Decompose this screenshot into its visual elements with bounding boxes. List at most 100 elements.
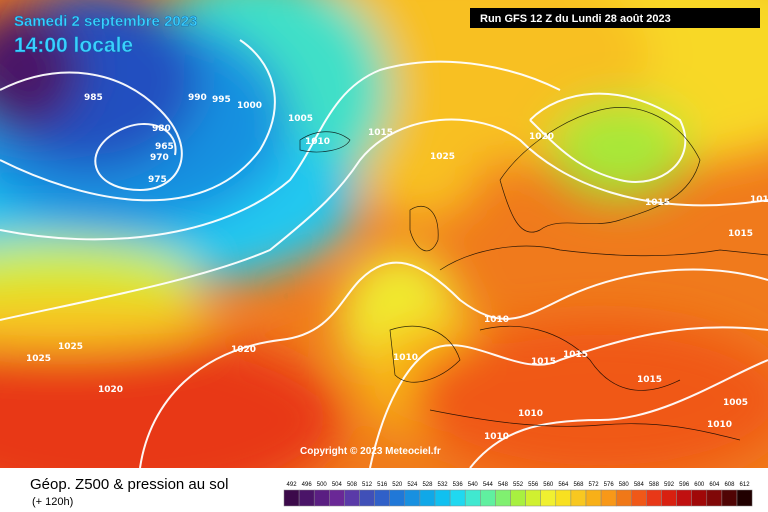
scale-label: 552 xyxy=(513,482,524,488)
isobar-label: 1010 xyxy=(484,432,509,442)
color-swatch xyxy=(434,489,451,507)
color-swatch xyxy=(661,489,677,507)
color-swatch xyxy=(676,489,692,507)
isobar-label: 1025 xyxy=(58,342,83,352)
map-time: 14:00 locale xyxy=(14,34,133,57)
scale-label: 528 xyxy=(422,482,433,488)
isobar-label: 1025 xyxy=(430,152,455,162)
scale-label: 564 xyxy=(558,482,569,488)
scale-label: 508 xyxy=(347,482,358,488)
scale-label: 576 xyxy=(604,482,615,488)
color-swatch xyxy=(329,489,345,507)
scale-label: 600 xyxy=(694,482,705,488)
color-swatch xyxy=(691,489,708,507)
scale-label: 596 xyxy=(679,482,690,488)
scale-label: 504 xyxy=(332,482,343,488)
color-swatch xyxy=(313,489,330,507)
color-swatch xyxy=(389,489,406,507)
color-swatch xyxy=(736,489,753,507)
run-info: Run GFS 12 Z du Lundi 28 août 2023 xyxy=(480,13,671,25)
scale-label: 612 xyxy=(740,482,751,488)
scale-label: 608 xyxy=(724,482,735,488)
isobar-label: 1005 xyxy=(723,398,748,408)
isobar-label: 1000 xyxy=(237,101,262,111)
scale-label: 580 xyxy=(619,482,630,488)
scale-label: 512 xyxy=(362,482,373,488)
color-swatch xyxy=(585,489,602,507)
isobar-label: 990 xyxy=(188,93,207,103)
scale-label: 572 xyxy=(589,482,600,488)
color-swatch xyxy=(283,489,300,507)
scale-label: 548 xyxy=(498,482,509,488)
color-swatch xyxy=(298,489,315,507)
scale-label: 532 xyxy=(438,482,449,488)
scale-label: 544 xyxy=(483,482,494,488)
color-swatch xyxy=(525,489,541,507)
isobar-label: 1010 xyxy=(518,409,543,419)
isobar-label: 1010 xyxy=(707,420,732,430)
color-swatch xyxy=(540,489,557,507)
isobar-label: 1015 xyxy=(750,195,768,205)
isobar-label: 1015 xyxy=(368,128,393,138)
color-swatch xyxy=(449,489,466,507)
scale-label: 524 xyxy=(407,482,418,488)
scale-label: 540 xyxy=(468,482,479,488)
isobar-label: 1020 xyxy=(231,345,256,355)
isobar-label: 1015 xyxy=(563,350,588,360)
color-swatch xyxy=(631,489,647,507)
color-swatch xyxy=(404,489,421,507)
color-swatch xyxy=(419,489,436,507)
color-swatch xyxy=(359,489,375,507)
color-swatch xyxy=(706,489,723,507)
isobar-label: 1010 xyxy=(484,315,509,325)
color-swatch xyxy=(570,489,587,507)
color-swatch xyxy=(721,489,738,507)
isobar-label: 980 xyxy=(152,124,171,134)
scale-label: 568 xyxy=(573,482,584,488)
isobar-label: 1015 xyxy=(637,375,662,385)
isobar-label: 1020 xyxy=(98,385,123,395)
color-swatch xyxy=(495,489,511,507)
scale-label: 492 xyxy=(287,482,298,488)
isobar-label: 995 xyxy=(212,95,231,105)
color-swatch xyxy=(464,489,481,507)
color-swatch xyxy=(555,489,572,507)
color-swatch xyxy=(600,489,617,507)
isobar-label: 1010 xyxy=(393,353,418,363)
scale-label: 500 xyxy=(317,482,328,488)
color-swatch xyxy=(615,489,632,507)
scale-label: 592 xyxy=(664,482,675,488)
copyright: Copyright © 2023 Meteociel.fr xyxy=(300,446,441,457)
map-date: Samedi 2 septembre 2023 xyxy=(14,13,197,30)
color-swatch xyxy=(344,489,360,507)
legend-title: Géop. Z500 & pression au sol xyxy=(30,476,228,493)
legend-lead: (+ 120h) xyxy=(32,496,73,508)
scale-label: 520 xyxy=(392,482,403,488)
scale-label: 496 xyxy=(302,482,313,488)
isobar-label: 965 xyxy=(155,142,174,152)
run-banner xyxy=(470,8,760,28)
scale-label: 560 xyxy=(543,482,554,488)
scale-label: 516 xyxy=(377,482,388,488)
isobar-label: 970 xyxy=(150,153,169,163)
scale-label: 588 xyxy=(649,482,660,488)
isobar-label: 985 xyxy=(84,93,103,103)
isobar-label: 1015 xyxy=(531,357,556,367)
isobar-label: 1025 xyxy=(26,354,51,364)
color-swatch xyxy=(374,489,390,507)
isobar-label: 1005 xyxy=(288,114,313,124)
scale-label: 584 xyxy=(634,482,645,488)
isobar-label: 1015 xyxy=(728,229,753,239)
scale-label: 536 xyxy=(453,482,464,488)
color-swatch xyxy=(510,489,526,507)
isobar-label: 1020 xyxy=(529,132,554,142)
color-swatch xyxy=(646,489,662,507)
isobar-label: 1010 xyxy=(305,137,330,147)
scale-label: 556 xyxy=(528,482,539,488)
scale-label: 604 xyxy=(709,482,720,488)
color-swatch xyxy=(480,489,496,507)
isobar-label: 975 xyxy=(148,175,167,185)
isobar-label: 1015 xyxy=(645,198,670,208)
